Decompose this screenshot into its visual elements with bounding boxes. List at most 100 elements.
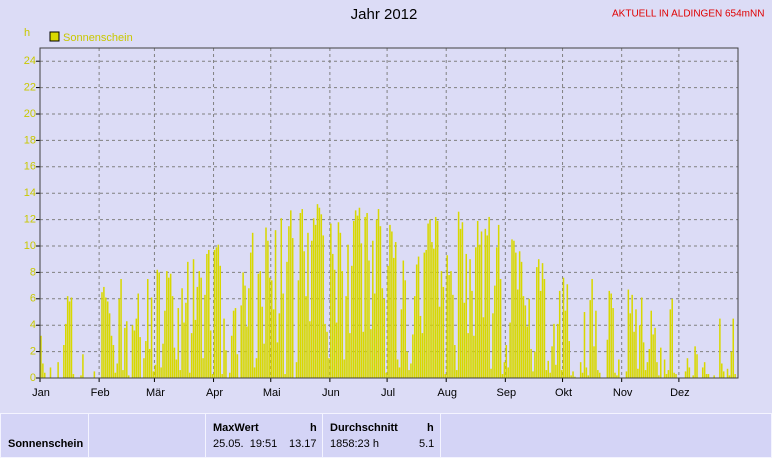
bar [434, 216, 437, 378]
bar [646, 362, 649, 378]
bar [42, 363, 44, 378]
bar [433, 248, 435, 378]
bar [301, 209, 303, 378]
bar [532, 371, 534, 378]
avg-value: 5.1 [419, 438, 435, 450]
bar [290, 210, 292, 378]
bar [625, 371, 628, 378]
bar [406, 351, 408, 378]
footer-cell: Durchschnitt h 1858:23 h 5.1 [322, 413, 441, 458]
bar [560, 370, 563, 378]
bar [476, 220, 479, 378]
bar [734, 374, 736, 378]
y-tick-label: 0 [30, 372, 36, 384]
bar [352, 220, 355, 378]
x-tick-label: Okt [555, 387, 572, 399]
bar [516, 289, 519, 378]
bar [379, 226, 382, 378]
bar [196, 286, 199, 378]
bar [221, 374, 223, 378]
bar [595, 310, 597, 378]
bar [335, 322, 338, 378]
legend-label: Sonnenschein [63, 32, 133, 44]
bar [597, 370, 599, 378]
bar [133, 330, 136, 378]
bar [263, 343, 265, 378]
bar [286, 261, 288, 378]
bar [469, 259, 471, 378]
bar [454, 345, 456, 378]
bar [364, 216, 366, 378]
avg-unit: h [427, 422, 434, 434]
bar [669, 309, 672, 378]
bar [497, 224, 500, 378]
bar [385, 372, 387, 378]
bar [150, 297, 153, 378]
bar [288, 226, 290, 378]
bar [499, 279, 502, 378]
bar [701, 367, 704, 378]
bar [400, 309, 403, 378]
bar [509, 322, 511, 378]
bar [488, 216, 490, 378]
bar [360, 243, 363, 378]
y-tick-label: 22 [24, 82, 36, 94]
bar [120, 279, 122, 378]
bar [534, 351, 536, 378]
bar [463, 302, 466, 378]
max-time: 25.05. 19:51 [213, 438, 278, 450]
bar [673, 372, 675, 378]
bar [70, 297, 73, 378]
bar [684, 371, 687, 378]
bar [209, 330, 212, 378]
bar [490, 368, 492, 378]
bar [457, 211, 460, 378]
bar [341, 271, 344, 378]
bar [322, 235, 324, 378]
bar [459, 228, 462, 378]
bar [726, 368, 729, 378]
x-tick-label: Mai [263, 387, 281, 399]
bar [637, 368, 639, 378]
bar [284, 374, 286, 378]
bar [40, 335, 42, 378]
bar [343, 359, 345, 378]
bar [551, 346, 553, 378]
bar [274, 230, 277, 378]
bar [183, 322, 185, 378]
bar [427, 223, 429, 378]
bar [198, 271, 201, 378]
bar [694, 346, 696, 378]
bar [68, 301, 71, 378]
x-tick-label: Mär [146, 387, 165, 399]
bar [549, 372, 551, 378]
bar [261, 306, 263, 378]
location-label: AKTUELL IN ALDINGEN 654mNN [612, 9, 764, 20]
max-unit: h [310, 422, 317, 434]
bar [640, 297, 643, 378]
bar [667, 370, 670, 378]
bar [122, 370, 124, 378]
bar [438, 306, 441, 378]
bar [339, 232, 342, 378]
x-tick-label: Apr [206, 387, 223, 399]
bar [152, 371, 155, 378]
bar [190, 333, 193, 378]
bar [450, 271, 452, 378]
x-tick-label: Dez [670, 387, 690, 399]
bar [101, 292, 103, 378]
bar [452, 294, 454, 378]
bar [408, 370, 410, 378]
y-tick-label: 12 [24, 214, 36, 226]
row-label: Sonnenschein [8, 438, 84, 450]
legend-swatch [49, 31, 60, 42]
bar [539, 290, 542, 378]
bar [526, 326, 529, 378]
bar [337, 222, 340, 378]
y-tick-label: 24 [24, 55, 36, 67]
bar [154, 364, 157, 378]
bar [312, 218, 315, 378]
bar [188, 372, 191, 378]
bar [703, 362, 706, 378]
bar [486, 235, 488, 378]
